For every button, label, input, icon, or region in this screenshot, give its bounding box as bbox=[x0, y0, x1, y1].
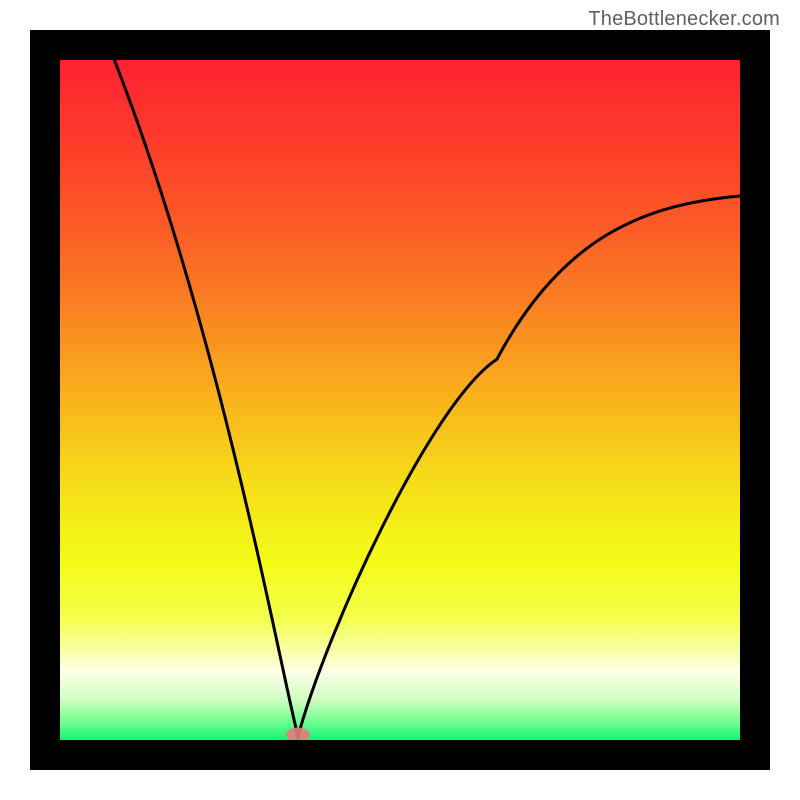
plot-area bbox=[45, 45, 755, 755]
optimal-marker bbox=[286, 728, 310, 742]
attribution-label: TheBottlenecker.com bbox=[588, 8, 780, 31]
bottleneck-chart bbox=[0, 0, 800, 800]
gradient-background bbox=[60, 60, 740, 740]
chart-container: TheBottlenecker.com bbox=[0, 0, 800, 800]
